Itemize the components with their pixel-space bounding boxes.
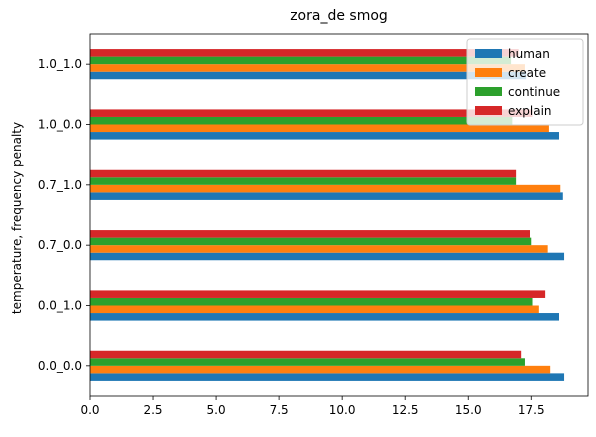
bar-continue-0.7_1.0: [90, 177, 517, 185]
bar-human-0.0_1.0: [90, 313, 560, 321]
bars-layer: [90, 49, 565, 381]
y-tick-label: 0.0_1.0: [38, 299, 82, 313]
legend-swatch-create: [475, 68, 502, 77]
legend-label-explain: explain: [508, 104, 552, 118]
bar-human-1.0_0.0: [90, 132, 560, 140]
bar-human-0.7_0.0: [90, 252, 565, 261]
y-tick-label: 1.0_0.0: [38, 118, 82, 132]
x-tick-label: 17.5: [518, 403, 545, 417]
x-tick-label: 5.0: [207, 403, 226, 417]
bar-explain-0.0_1.0: [90, 290, 546, 298]
x-tick-label: 12.5: [392, 403, 419, 417]
bar-explain-1.0_1.0: [90, 49, 519, 57]
axes-layer: 0.0 2.5 5.0 7.5 10.0 12.5 15.0 17.5 0.0_0.0 0.0_1…: [38, 33, 589, 417]
legend-swatch-human: [475, 49, 502, 58]
bar-continue-1.0_0.0: [90, 116, 513, 125]
bar-explain-0.7_1.0: [90, 169, 517, 178]
legend: human create continue explain: [466, 38, 584, 126]
legend-swatch-explain: [475, 106, 502, 115]
y-axis-label: temperature, frequency penalty: [10, 122, 24, 314]
plot-frame: [89, 33, 589, 397]
bar-continue-0.0_1.0: [90, 297, 533, 306]
bar-create-1.0_1.0: [90, 64, 525, 72]
bar-human-0.7_1.0: [90, 192, 563, 200]
y-tick-label: 1.0_1.0: [38, 57, 82, 71]
legend-box: [466, 38, 584, 126]
y-tick-label: 0.0_0.0: [38, 359, 82, 373]
legend-label-create: create: [508, 66, 546, 80]
x-tick-label: 15.0: [455, 403, 482, 417]
bar-create-0.0_1.0: [90, 305, 539, 314]
bar-create-0.7_1.0: [90, 184, 561, 193]
legend-swatch-continue: [475, 87, 502, 96]
bar-continue-1.0_1.0: [90, 56, 512, 65]
legend-label-human: human: [508, 47, 550, 61]
bar-human-1.0_1.0: [90, 71, 527, 80]
bar-explain-0.7_0.0: [90, 230, 531, 238]
bar-create-0.0_0.0: [90, 365, 551, 374]
bar-continue-0.7_0.0: [90, 237, 532, 246]
x-tick-label: 2.5: [143, 403, 162, 417]
legend-label-continue: continue: [508, 85, 560, 99]
bar-create-0.7_0.0: [90, 245, 548, 253]
bar-explain-1.0_0.0: [90, 109, 533, 117]
y-tick-label: 0.7_1.0: [38, 178, 82, 192]
chart-title: zora_de smog: [290, 8, 388, 24]
bar-create-1.0_0.0: [90, 124, 549, 133]
bar-explain-0.0_0.0: [90, 350, 522, 359]
y-tick-label: 0.7_0.0: [38, 238, 82, 252]
bar-human-0.0_0.0: [90, 373, 565, 381]
x-tick-label: 7.5: [270, 403, 289, 417]
bar-continue-0.0_0.0: [90, 358, 525, 366]
x-tick-label: 0.0: [80, 403, 99, 417]
x-tick-label: 10.0: [329, 403, 356, 417]
